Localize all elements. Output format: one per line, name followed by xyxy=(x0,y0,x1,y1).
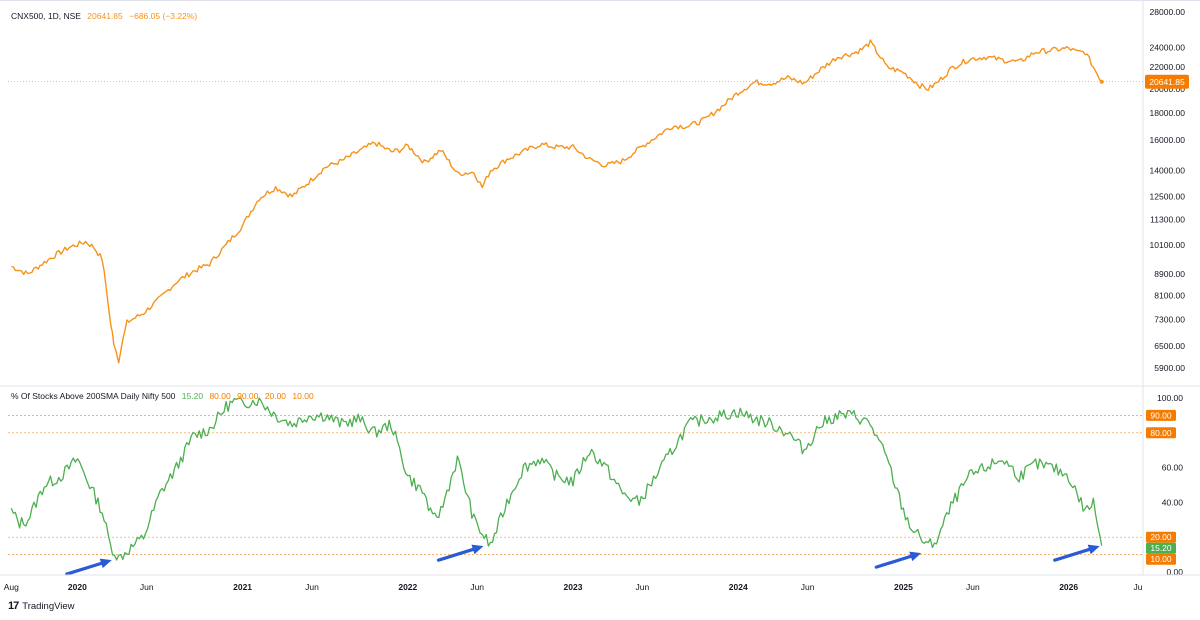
arrow-head-icon xyxy=(909,551,922,562)
time-tick-label: 2022 xyxy=(398,582,417,592)
time-tick-label: Jun xyxy=(966,582,980,592)
time-tick-label: Jun xyxy=(801,582,815,592)
time-tick-label: 2024 xyxy=(729,582,748,592)
price-tick-label: 10100.00 xyxy=(1150,240,1186,250)
level-tag xyxy=(1146,553,1176,565)
time-tick-label: Ju xyxy=(1134,582,1143,592)
level-80-value: 80.00 xyxy=(209,391,231,401)
price-tick-label: 12500.00 xyxy=(1150,191,1186,201)
last-price-tag-label: 20641.85 xyxy=(1149,77,1185,87)
tradingview-logo-icon: 17 xyxy=(8,600,19,612)
arrow-shaft xyxy=(65,561,103,576)
tradingview-brand[interactable]: 17 TradingView xyxy=(8,600,75,612)
arrow-head-icon xyxy=(1087,544,1100,555)
bottom-oscillator-axis: 100.00 60.00 40.00 0.00 xyxy=(1157,393,1183,577)
arrow-annotations xyxy=(65,544,1100,576)
level-tag xyxy=(1146,542,1176,554)
oscillator-tick-label: 100.00 xyxy=(1157,393,1183,403)
price-tick-label: 28000.00 xyxy=(1150,7,1186,17)
bottom-panel-legend: % Of Stocks Above 200SMA Daily Nifty 500… xyxy=(11,391,318,401)
arrow-shaft xyxy=(874,554,913,569)
top-price-axis: 28000.00 24000.00 22000.00 20000.00 18000.00… xyxy=(1150,7,1186,373)
price-tick-label: 16000.00 xyxy=(1150,135,1186,145)
price-tick-label: 20000.00 xyxy=(1150,84,1186,94)
level-10-value: 10.00 xyxy=(292,391,314,401)
level-tag xyxy=(1146,409,1176,421)
price-tick-label: 14000.00 xyxy=(1150,165,1186,175)
level-tag-label: 80.00 xyxy=(1150,428,1172,438)
level-lines xyxy=(8,415,1143,555)
level-tag-label: 90.00 xyxy=(1150,410,1172,420)
time-tick-label: Aug xyxy=(4,582,19,592)
price-tick-label: 18000.00 xyxy=(1150,108,1186,118)
level-90-value: 90.00 xyxy=(237,391,259,401)
level-tag xyxy=(1146,531,1176,543)
price-tick-label: 24000.00 xyxy=(1150,42,1186,52)
pct-above-200sma-line xyxy=(10,397,1103,561)
top-panel-legend: CNX500, 1D, NSE 20641.85 −686.05 (−3.22%… xyxy=(11,11,201,21)
arrow-head-icon xyxy=(99,558,112,569)
symbol-label: CNX500, 1D, NSE xyxy=(11,11,81,21)
cnx500-line xyxy=(11,39,1103,364)
time-tick-label: Jun xyxy=(140,582,154,592)
level-tag xyxy=(1146,427,1176,439)
pct-above-200sma-series xyxy=(10,397,1103,561)
price-tick-label: 11300.00 xyxy=(1150,214,1185,224)
last-price-tag xyxy=(1145,74,1189,89)
level-tag-label: 10.00 xyxy=(1150,554,1172,564)
time-tick-label: 2025 xyxy=(894,582,913,592)
price-tick-label: 8900.00 xyxy=(1154,269,1185,279)
level-tag-label: 15.20 xyxy=(1150,543,1172,553)
arrow-shaft xyxy=(436,547,475,562)
level-20-value: 20.00 xyxy=(264,391,287,401)
level-tag-label: 20.00 xyxy=(1150,532,1172,542)
time-tick-label: Jun xyxy=(636,582,650,592)
last-price-dot xyxy=(1099,79,1104,84)
time-tick-label: Jun xyxy=(305,582,319,592)
brand-label: TradingView xyxy=(22,600,75,612)
arrow-head-icon xyxy=(471,544,484,555)
indicator-title: % Of Stocks Above 200SMA Daily Nifty 500 xyxy=(11,391,176,401)
price-tick-label: 5900.00 xyxy=(1154,363,1185,373)
oscillator-tick-label: 40.00 xyxy=(1162,497,1184,507)
price-tick-label: 7300.00 xyxy=(1154,314,1185,324)
time-tick-label: 2023 xyxy=(564,582,583,592)
time-tick-label: Jun xyxy=(470,582,484,592)
price-change: −686.05 (−3.22%) xyxy=(129,11,198,21)
time-axis: Aug 2020 Jun 2021 Jun 2022 Jun 2023 Jun 2024 Jun 20… xyxy=(4,582,1143,592)
time-tick-label: 2026 xyxy=(1059,582,1078,592)
arrow-shaft xyxy=(1053,547,1091,562)
time-tick-label: 2020 xyxy=(68,582,87,592)
oscillator-tick-label: 0.00 xyxy=(1166,567,1183,577)
price-tick-label: 22000.00 xyxy=(1150,62,1186,72)
oscillator-tick-label: 60.00 xyxy=(1162,463,1184,473)
indicator-value: 15.20 xyxy=(181,391,204,401)
last-price: 20641.85 xyxy=(87,11,123,21)
cnx500-series xyxy=(11,39,1103,364)
time-tick-label: 2021 xyxy=(233,582,252,592)
price-tick-label: 8100.00 xyxy=(1154,291,1185,301)
price-tick-label: 6500.00 xyxy=(1154,341,1185,351)
